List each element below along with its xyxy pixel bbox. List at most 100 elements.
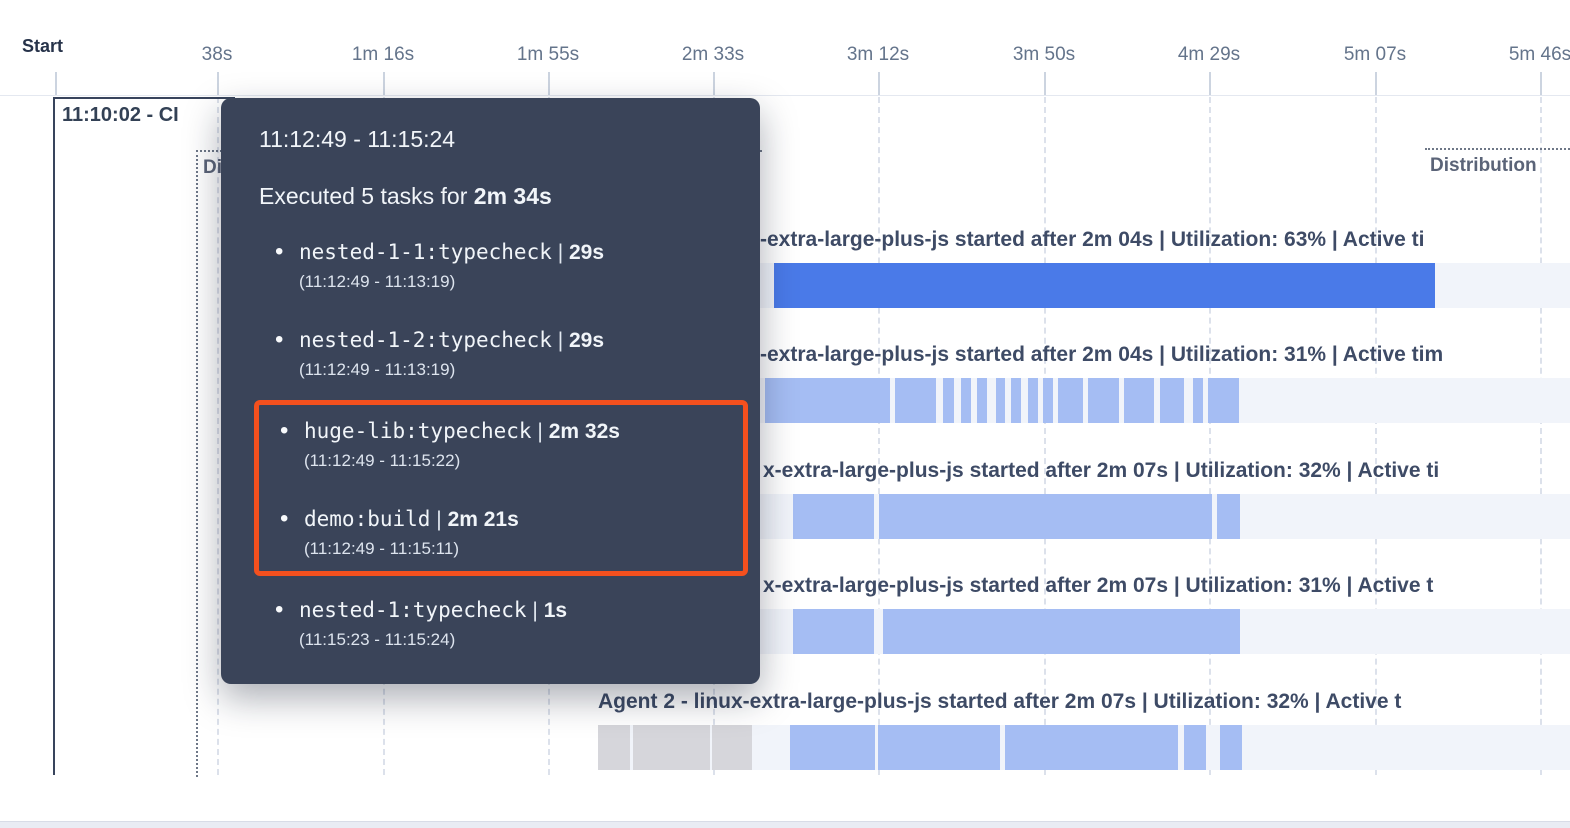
tooltip-task-item: • demo:build | 2m 21s (11:12:49 - 11:15:11…: [264, 505, 743, 559]
task-bar-light[interactable]: [961, 378, 971, 423]
task-separator: |: [531, 420, 549, 443]
task-bar-light[interactable]: [943, 378, 954, 423]
axis-tick: [55, 72, 57, 96]
bullet-icon: •: [275, 238, 284, 265]
task-name-line: nested-1-1:typecheck | 29s: [299, 240, 736, 265]
task-bar-light[interactable]: [1193, 378, 1203, 423]
axis-tick: [1209, 72, 1211, 96]
task-bar-light[interactable]: [1043, 378, 1053, 423]
task-group-tooltip: 11:12:49 - 11:15:24 Executed 5 tasks for…: [221, 98, 760, 684]
task-bar-light[interactable]: [765, 378, 890, 423]
task-time-range: (11:12:49 - 11:15:11): [304, 539, 459, 558]
axis-tick-label: 1m 16s: [351, 44, 415, 65]
task-name: nested-1-1:typecheck: [299, 240, 552, 264]
tooltip-task-item: • nested-1:typecheck | 1s (11:15:23 - 11:1…: [259, 596, 736, 650]
task-bar-light[interactable]: [1208, 378, 1239, 423]
task-bar-gray[interactable]: [633, 725, 710, 770]
task-name-line: demo:build | 2m 21s: [304, 507, 743, 532]
task-bar-light[interactable]: [793, 609, 874, 654]
pipeline-box-left-border: [53, 97, 55, 775]
axis-tick-label: 1m 55s: [516, 44, 580, 65]
axis-baseline: [0, 95, 1570, 96]
tooltip-task-item: • nested-1-1:typecheck | 29s (11:12:49 - 1…: [259, 238, 736, 292]
task-bar-light[interactable]: [878, 725, 1000, 770]
task-bar-light[interactable]: [977, 378, 987, 423]
task-bar-light[interactable]: [793, 494, 874, 539]
task-bar-light[interactable]: [1217, 494, 1240, 539]
pipeline-label: 11:10:02 - CI: [62, 104, 179, 126]
axis-tick-label: 3m 12s: [846, 44, 910, 65]
axis-tick-label: 3m 50s: [1012, 44, 1076, 65]
task-bar-light[interactable]: [1011, 378, 1021, 423]
task-name: nested-1-2:typecheck: [299, 328, 552, 352]
task-bar-gray[interactable]: [598, 725, 630, 770]
axis-tick: [1540, 72, 1542, 96]
task-bar-light[interactable]: [1088, 378, 1119, 423]
grid-line: [1209, 97, 1211, 775]
distribution-group-box-right: Distribution: [1425, 148, 1570, 777]
tooltip-summary: Executed 5 tasks for 2m 34s: [259, 183, 736, 210]
task-duration: 29s: [569, 329, 605, 352]
tooltip-summary-duration: 2m 34s: [473, 183, 552, 209]
bullet-icon: •: [275, 326, 284, 353]
task-separator: |: [430, 508, 448, 531]
axis-tick: [1044, 72, 1046, 96]
axis-tick-label: 38s: [201, 44, 233, 65]
task-duration: 29s: [569, 241, 605, 264]
task-bar-light[interactable]: [1058, 378, 1083, 423]
task-bar-solid[interactable]: [774, 263, 1435, 308]
agent-row-label: x-extra-large-plus-js started after 2m 0…: [763, 459, 1440, 482]
task-bar-light[interactable]: [790, 725, 875, 770]
axis-tick-label: 5m 07s: [1343, 44, 1407, 65]
task-bar-light[interactable]: [883, 609, 1240, 654]
task-bar-light[interactable]: [1160, 378, 1184, 423]
bullet-icon: •: [275, 596, 284, 623]
task-name-line: nested-1:typecheck | 1s: [299, 598, 736, 623]
agent-row-label: -extra-large-plus-js started after 2m 04…: [760, 228, 1425, 251]
task-time-range: (11:12:49 - 11:13:19): [299, 360, 456, 379]
pipeline-box-top-border: [53, 97, 235, 99]
task-name: huge-lib:typecheck: [304, 419, 532, 443]
task-separator: |: [551, 241, 569, 264]
grid-line: [878, 97, 880, 775]
bottom-scroll-strip[interactable]: [0, 821, 1570, 828]
grid-line: [217, 97, 219, 775]
agent-row-label: x-extra-large-plus-js started after 2m 0…: [763, 574, 1434, 597]
task-bar-light[interactable]: [1220, 725, 1242, 770]
task-name: demo:build: [304, 507, 431, 531]
task-bar-light[interactable]: [895, 378, 936, 423]
task-bar-light[interactable]: [1124, 378, 1154, 423]
axis-tick-label: 4m 29s: [1177, 44, 1241, 65]
task-time-range: (11:12:49 - 11:13:19): [299, 272, 456, 291]
axis-tick: [713, 72, 715, 96]
tooltip-task-item: • nested-1-2:typecheck | 29s (11:12:49 - 1…: [259, 326, 736, 380]
task-duration: 2m 21s: [447, 508, 519, 531]
task-time-range: (11:12:49 - 11:15:22): [304, 451, 461, 470]
axis-tick: [1375, 72, 1377, 96]
axis-tick-label: 2m 33s: [681, 44, 745, 65]
axis-tick: [217, 72, 219, 96]
task-name-line: huge-lib:typecheck | 2m 32s: [304, 419, 743, 444]
grid-line: [1044, 97, 1046, 775]
task-separator: |: [526, 599, 544, 622]
task-bar-light[interactable]: [1184, 725, 1206, 770]
axis-tick: [878, 72, 880, 96]
task-time-range: (11:15:23 - 11:15:24): [299, 630, 456, 649]
axis-start-label: Start: [22, 36, 64, 56]
task-separator: |: [551, 329, 569, 352]
task-duration: 1s: [543, 599, 568, 622]
bullet-icon: •: [280, 505, 289, 532]
agent-row-label: -extra-large-plus-js started after 2m 04…: [760, 343, 1444, 366]
task-bar-light[interactable]: [996, 378, 1005, 423]
task-name: nested-1:typecheck: [299, 598, 527, 622]
tooltip-summary-prefix: Executed 5 tasks for: [259, 183, 474, 209]
task-bar-light[interactable]: [1005, 725, 1178, 770]
axis-tick: [383, 72, 385, 96]
bullet-icon: •: [280, 417, 289, 444]
task-bar-light[interactable]: [1028, 378, 1038, 423]
task-duration: 2m 32s: [548, 420, 620, 443]
task-bar-gray[interactable]: [712, 725, 752, 770]
tooltip-task-list: • nested-1-1:typecheck | 29s (11:12:49 - 1…: [254, 238, 748, 650]
axis-tick: [548, 72, 550, 96]
task-bar-light[interactable]: [879, 494, 1212, 539]
